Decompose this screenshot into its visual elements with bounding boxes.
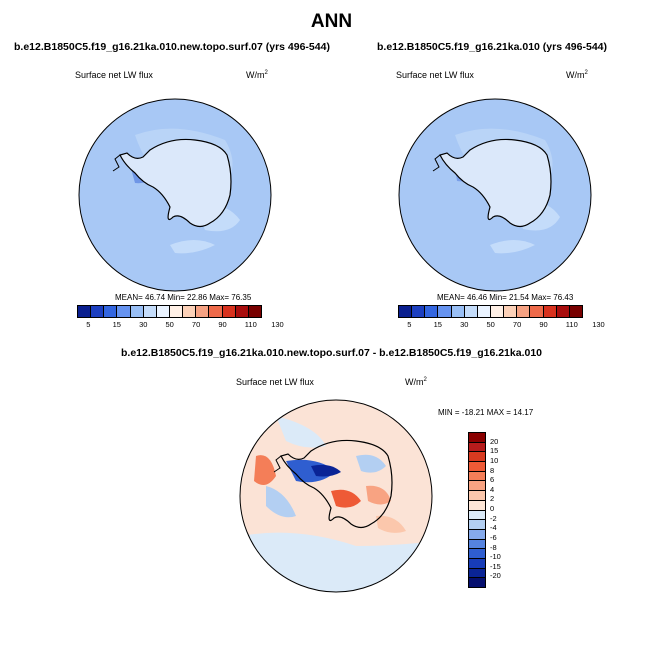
colorbar-swatch (469, 500, 485, 511)
panel3-var-label: Surface net LW flux (236, 377, 314, 387)
panel3-stats: MIN = -18.21 MAX = 14.17 (438, 408, 534, 417)
panel1-stats: MEAN= 46.74 Min= 22.86 Max= 76.35 (115, 293, 252, 302)
colorbar-swatch (469, 520, 485, 530)
colorbar-tick-label: 110 (244, 320, 257, 329)
colorbar-tick-label: 15 (433, 320, 442, 329)
colorbar-swatch (469, 452, 485, 463)
panel1-colorbar-ticks: 5 15 30 50 70 90 110 130 (77, 320, 284, 330)
colorbar-swatch (469, 549, 485, 559)
colorbar-tick-label: 50 (486, 320, 495, 329)
colorbar-swatch (91, 306, 105, 317)
panel3-colorbar-ticks: 20 15 10 8 6 4 2 0 -2 -4 -6 -8 -10 -15 -20 (490, 432, 530, 586)
colorbar-swatch (569, 306, 582, 317)
colorbar-tick-label: -15 (490, 561, 501, 571)
colorbar-swatch (469, 529, 485, 540)
colorbar-tick-label: -4 (490, 523, 497, 533)
colorbar-swatch (412, 306, 426, 317)
colorbar-tick-label: 130 (592, 320, 605, 329)
colorbar-swatch (78, 306, 92, 317)
panel3-unit: W/m2 (405, 377, 427, 387)
colorbar-tick-label: 130 (271, 320, 284, 329)
panel1-polar-map (78, 98, 272, 292)
colorbar-swatch (183, 306, 197, 317)
colorbar-tick-label: 4 (490, 484, 495, 494)
colorbar-swatch (556, 306, 570, 317)
colorbar-swatch (451, 306, 465, 317)
colorbar-swatch (117, 306, 131, 317)
colorbar-swatch (235, 306, 249, 317)
colorbar-tick-label: 2 (490, 494, 495, 504)
figure-title: ANN (310, 11, 353, 32)
colorbar-tick-label: -20 (490, 571, 501, 581)
colorbar-swatch (438, 306, 452, 317)
colorbar-swatch (156, 306, 170, 317)
colorbar-tick-label: -8 (490, 542, 497, 552)
colorbar-swatch (399, 306, 413, 317)
colorbar-tick-label: 0 (490, 504, 495, 513)
colorbar-swatch (222, 306, 236, 317)
colorbar-tick-label: 90 (218, 320, 227, 329)
colorbar-tick-label: 6 (490, 475, 495, 485)
panel2-stats: MEAN= 46.46 Min= 21.54 Max= 76.43 (437, 293, 574, 302)
colorbar-swatch (196, 306, 210, 317)
colorbar-swatch (469, 442, 485, 453)
colorbar-swatch (469, 558, 485, 569)
colorbar-swatch (469, 578, 485, 587)
panel1-colorbar (77, 305, 262, 318)
colorbar-tick-label: -2 (490, 513, 497, 523)
colorbar-tick-label: 30 (460, 320, 469, 329)
colorbar-tick-label: 8 (490, 465, 495, 475)
colorbar-tick-label: 5 (407, 320, 412, 329)
colorbar-swatch (477, 306, 491, 317)
colorbar-tick-label: 20 (490, 436, 499, 446)
colorbar-tick-label: -6 (490, 532, 497, 542)
panel2-var-label: Surface net LW flux (396, 70, 474, 80)
colorbar-swatch (517, 306, 531, 317)
colorbar-swatch (209, 306, 223, 317)
colorbar-swatch (504, 306, 518, 317)
panel3-title: b.e12.B1850C5.f19_g16.21ka.010.new.topo.… (120, 347, 543, 359)
colorbar-tick-label: 30 (139, 320, 148, 329)
panel2-polar-map (398, 98, 592, 292)
colorbar-tick-label: 90 (539, 320, 548, 329)
colorbar-tick-label: 50 (165, 320, 174, 329)
colorbar-tick-label: 70 (512, 320, 522, 329)
panel1-unit: W/m2 (246, 70, 268, 80)
colorbar-swatch (169, 306, 184, 317)
colorbar-swatch (469, 481, 485, 492)
colorbar-swatch (143, 306, 157, 317)
colorbar-swatch (469, 491, 485, 501)
colorbar-swatch (543, 306, 557, 317)
colorbar-tick-label: 5 (86, 320, 91, 329)
colorbar-swatch (530, 306, 544, 317)
colorbar-tick-label: -10 (490, 552, 501, 562)
panel2-title: b.e12.B1850C5.f19_g16.21ka.010 (yrs 496-… (377, 41, 607, 53)
colorbar-swatch (248, 306, 261, 317)
colorbar-tick-label: 110 (565, 320, 578, 329)
panel3-polar-map (239, 399, 433, 593)
colorbar-swatch (104, 306, 118, 317)
colorbar-swatch (469, 510, 485, 521)
colorbar-swatch (469, 539, 485, 550)
panel1-title: b.e12.B1850C5.f19_g16.21ka.010.new.topo.… (14, 41, 330, 53)
panel2-colorbar (398, 305, 583, 318)
colorbar-swatch (464, 306, 478, 317)
panel2-unit: W/m2 (566, 70, 588, 80)
colorbar-swatch (469, 433, 485, 443)
colorbar-swatch (469, 568, 485, 579)
panel2-colorbar-ticks: 5 15 30 50 70 90 110 130 (398, 320, 605, 330)
colorbar-swatch (469, 462, 485, 472)
colorbar-tick-label: 70 (191, 320, 201, 329)
panel1-var-label: Surface net LW flux (75, 70, 153, 80)
colorbar-tick-label: 10 (490, 455, 499, 465)
colorbar-swatch (469, 471, 485, 482)
colorbar-swatch (490, 306, 505, 317)
colorbar-tick-label: 15 (112, 320, 121, 329)
colorbar-swatch (425, 306, 439, 317)
colorbar-tick-label: 15 (490, 446, 499, 456)
panel3-colorbar (468, 432, 486, 588)
colorbar-swatch (130, 306, 144, 317)
